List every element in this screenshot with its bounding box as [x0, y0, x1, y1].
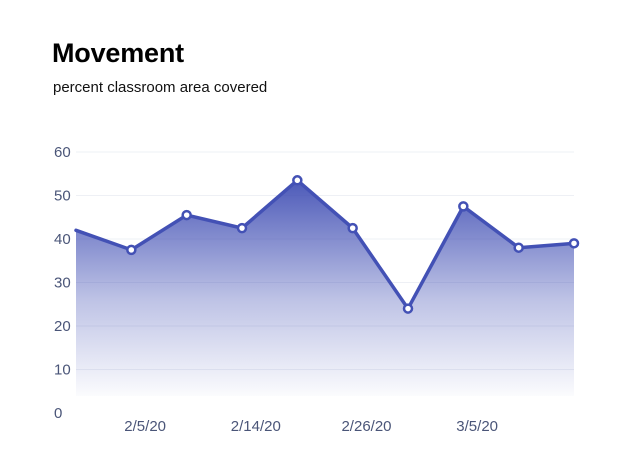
y-tick-label: 10	[54, 362, 71, 379]
area-fill-layer	[76, 180, 574, 396]
y-tick-label: 20	[54, 318, 71, 335]
y-tick-label: 30	[54, 275, 71, 292]
data-point	[459, 202, 467, 210]
x-tick-label: 3/5/20	[456, 418, 498, 435]
data-point	[515, 244, 523, 252]
y-axis-ticks: 0 10 20 30 40 50 60	[54, 144, 71, 422]
data-point	[183, 211, 191, 219]
x-tick-label: 2/14/20	[231, 418, 281, 435]
x-tick-label: 2/26/20	[341, 418, 391, 435]
y-tick-label: 40	[54, 231, 71, 248]
y-tick-label: 50	[54, 188, 71, 205]
data-point	[570, 239, 578, 247]
y-tick-label: 0	[54, 405, 62, 422]
data-point	[293, 176, 301, 184]
data-point	[404, 305, 412, 313]
area-fill	[76, 180, 574, 396]
data-point	[349, 224, 357, 232]
data-point	[238, 224, 246, 232]
x-axis-ticks: 2/5/20 2/14/20 2/26/20 3/5/20	[124, 418, 498, 435]
data-point	[127, 246, 135, 254]
y-tick-label: 60	[54, 144, 71, 161]
x-tick-label: 2/5/20	[124, 418, 166, 435]
